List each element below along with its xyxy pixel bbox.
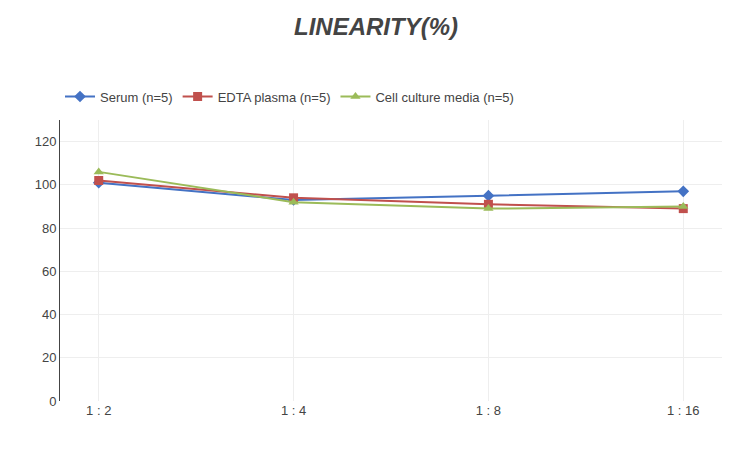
svg-text:100: 100 xyxy=(35,177,57,192)
svg-text:Cell culture media (n=5): Cell culture media (n=5) xyxy=(375,90,513,105)
svg-text:1 : 8: 1 : 8 xyxy=(476,403,501,418)
svg-text:0: 0 xyxy=(49,394,56,409)
svg-text:Serum (n=5): Serum (n=5) xyxy=(100,90,173,105)
svg-text:120: 120 xyxy=(35,134,57,149)
svg-text:LINEARITY(%): LINEARITY(%) xyxy=(294,13,458,40)
svg-text:20: 20 xyxy=(42,350,56,365)
svg-text:60: 60 xyxy=(42,264,56,279)
svg-text:80: 80 xyxy=(42,221,56,236)
svg-text:1 : 16: 1 : 16 xyxy=(667,403,700,418)
svg-text:1 : 2: 1 : 2 xyxy=(86,403,111,418)
svg-text:40: 40 xyxy=(42,307,56,322)
svg-text:1 : 4: 1 : 4 xyxy=(281,403,306,418)
svg-text:EDTA plasma (n=5): EDTA plasma (n=5) xyxy=(218,90,331,105)
